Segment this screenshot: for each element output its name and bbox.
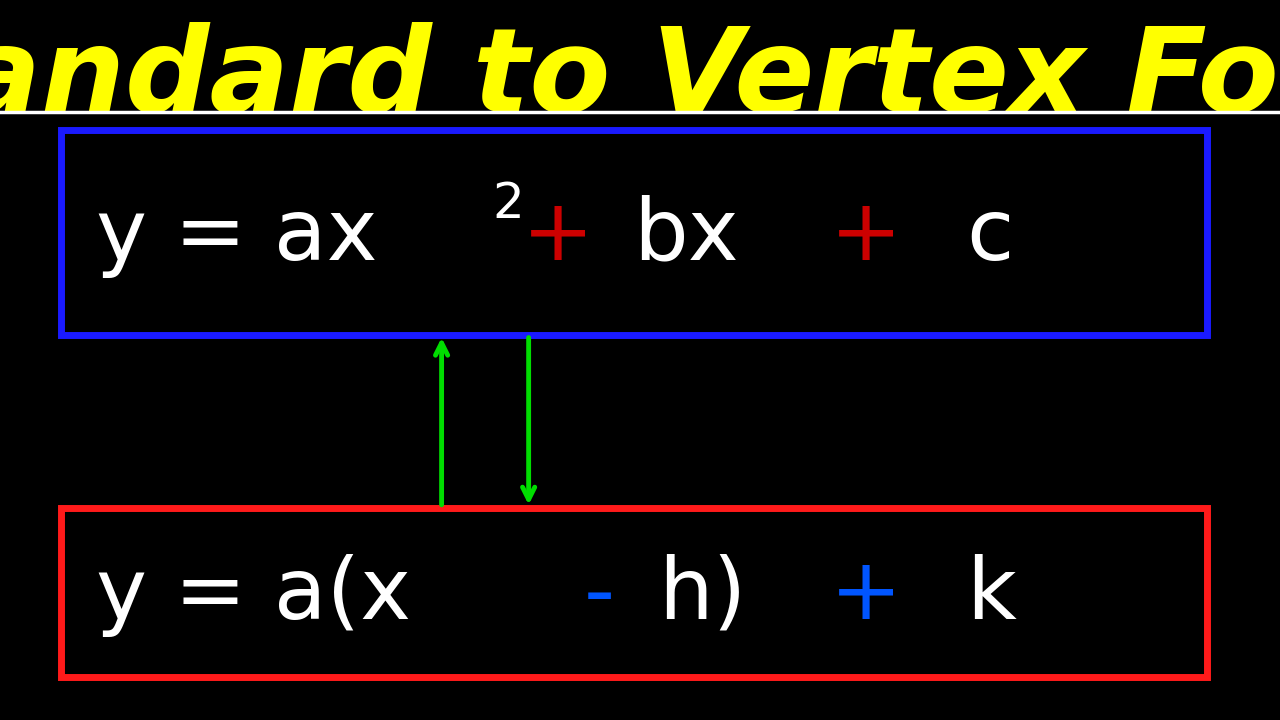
Text: bx: bx (634, 194, 740, 278)
Text: +: + (829, 194, 901, 278)
Text: +: + (829, 554, 901, 637)
Bar (61, 130, 1207, 335)
Text: y = ax: y = ax (96, 194, 378, 278)
Text: c: c (966, 194, 1014, 278)
Text: 2: 2 (493, 180, 525, 228)
Bar (61, 508, 1207, 677)
Text: h): h) (658, 554, 746, 637)
Text: Standard to Vertex Form: Standard to Vertex Form (0, 22, 1280, 137)
Text: +: + (522, 194, 594, 278)
Text: y = a(x: y = a(x (96, 554, 411, 637)
Text: -: - (584, 554, 614, 637)
Text: k: k (966, 554, 1016, 637)
